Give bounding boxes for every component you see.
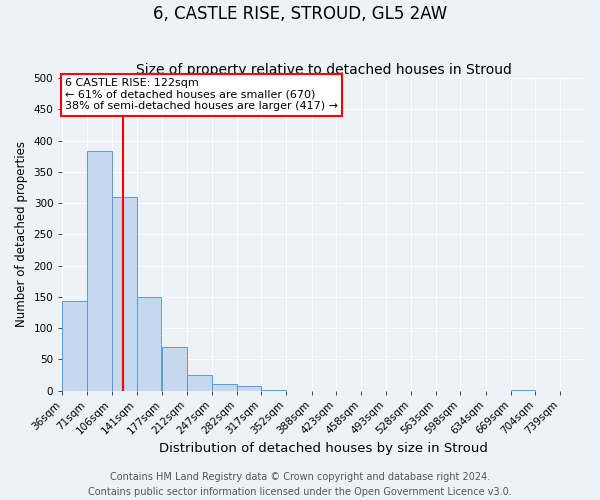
Text: 6, CASTLE RISE, STROUD, GL5 2AW: 6, CASTLE RISE, STROUD, GL5 2AW [153,5,447,23]
Y-axis label: Number of detached properties: Number of detached properties [15,142,28,328]
Bar [236,386,262,390]
Title: Size of property relative to detached houses in Stroud: Size of property relative to detached ho… [136,63,512,77]
Bar [187,375,212,390]
Bar [162,347,187,391]
Text: 6 CASTLE RISE: 122sqm
← 61% of detached houses are smaller (670)
38% of semi-det: 6 CASTLE RISE: 122sqm ← 61% of detached … [65,78,338,112]
Bar [137,297,161,390]
Bar [87,152,112,390]
X-axis label: Distribution of detached houses by size in Stroud: Distribution of detached houses by size … [159,442,488,455]
Bar [112,197,137,390]
Text: Contains HM Land Registry data © Crown copyright and database right 2024.
Contai: Contains HM Land Registry data © Crown c… [88,472,512,497]
Bar [212,384,236,390]
Bar [62,300,87,390]
